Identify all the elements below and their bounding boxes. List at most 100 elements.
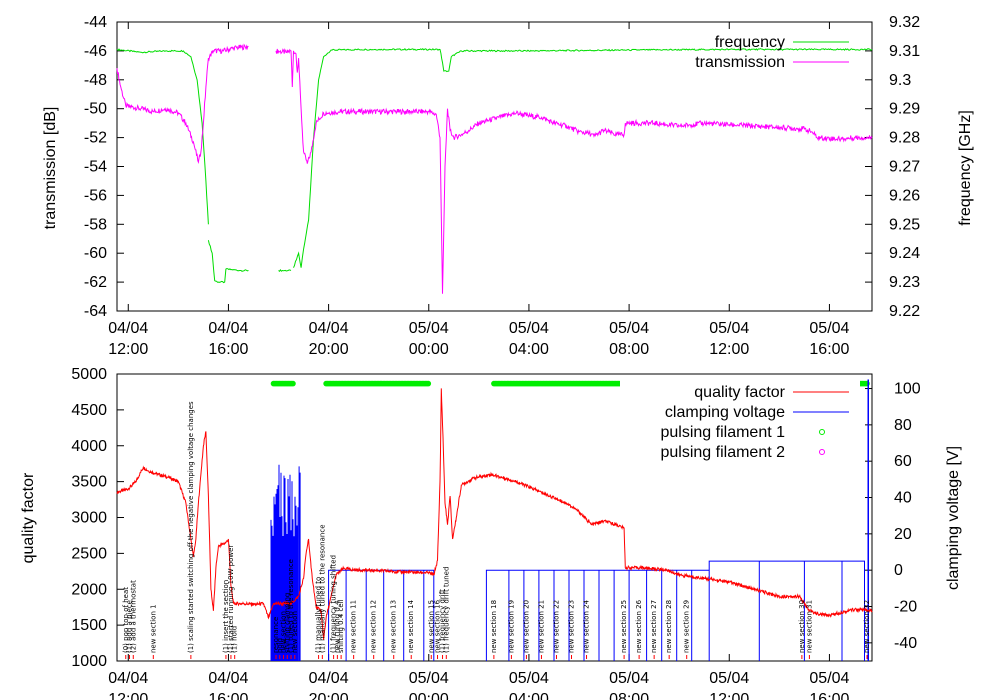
annotation-label: shifting clamping (283, 593, 291, 653)
legend-pulsing-filament-2-marker (819, 449, 825, 455)
top-y-tick-label: -46 (84, 43, 107, 60)
annotation-label: (1) insert the section (222, 580, 230, 653)
bottom-y-tick-label: 3000 (71, 510, 107, 527)
top-x-tick-date: 05/04 (809, 320, 849, 337)
top-x-tick-time: 16:00 (208, 341, 248, 358)
bottom-x-tick-time: 12:00 (709, 691, 749, 700)
bottom-y2-ticks: 100 80 60 40 20 0 -20 -40 (865, 381, 921, 652)
clamping-voltage-burst (270, 464, 301, 661)
top-y-tick-label: -62 (84, 274, 107, 291)
top-x-tick-date: 05/04 (709, 320, 749, 337)
top-series (116, 43, 873, 294)
bottom-x-tick-date: 04/04 (108, 670, 148, 687)
top-x-tick-date: 05/04 (409, 320, 449, 337)
annotation-label: (1) started running 10W power (227, 545, 235, 653)
top-x-tick-date: 05/04 (509, 320, 549, 337)
bottom-y-tick-label: 5000 (71, 366, 107, 383)
annotation-label: (1) frequency tuning shifted (330, 555, 338, 653)
top-x-tick-time: 12:00 (108, 341, 148, 358)
top-legend: frequency transmission (695, 34, 849, 71)
annotation-label: new section 29 (683, 600, 691, 653)
annotation-label: new section 26 (635, 599, 643, 653)
legend-frequency-label: frequency (715, 34, 785, 51)
annotation-label: new section 22 (553, 600, 561, 653)
pulsing-filament-1-point (290, 380, 296, 387)
bottom-y2-tick-label: -40 (894, 635, 917, 652)
bottom-y2-tick-label: 0 (894, 562, 903, 579)
top-y2-tick-label: 9.27 (889, 159, 920, 176)
top-y-tick-label: -52 (84, 130, 107, 147)
top-x-tick-date: 04/04 (309, 320, 349, 337)
annotation-label: (2) add a thermostat (129, 580, 137, 653)
bottom-y2-tick-label: -20 (894, 599, 917, 616)
top-y2-tick-label: 9.26 (889, 187, 920, 204)
top-y2-tick-label: 9.28 (889, 130, 920, 147)
top-y2-tick-label: 9.29 (889, 101, 920, 118)
frequency-line (293, 47, 873, 268)
annotation-label: new section 1 (149, 604, 157, 653)
annotation-label: new section 19 (507, 600, 515, 653)
top-x-tick-date: 05/04 (609, 320, 649, 337)
bottom-y-ticks: 5000 4500 4000 3500 3000 2500 2000 1500 1000 (71, 366, 124, 670)
annotation-label: new section 25 (620, 600, 628, 653)
annotation-label: new section 21 (538, 600, 546, 653)
frequency-line (207, 240, 249, 284)
bottom-y2-tick-label: 40 (894, 490, 912, 507)
bottom-x-tick-time: 16:00 (208, 691, 248, 700)
legend-background (620, 380, 860, 462)
transmission-line (116, 43, 249, 165)
annotation-label: shifting 0.4 cell (337, 599, 345, 653)
top-x-tick-time: 20:00 (309, 341, 349, 358)
frequency-line (278, 269, 292, 273)
top-y2-tick-label: 9.22 (889, 303, 920, 320)
bottom-legend: quality factor clamping voltage pulsing … (620, 380, 860, 462)
legend-pulsing-filament-2-label: pulsing filament 2 (660, 444, 785, 461)
bottom-annotations: (0) pop top of heat(1) add a piece(2) ad… (122, 401, 871, 659)
bottom-x-tick-date: 05/04 (409, 670, 449, 687)
annotation-label: new section 24 (583, 599, 591, 653)
annotation-label: (1) tuned to the resonance (287, 559, 295, 653)
bottom-x-tick-date: 05/04 (709, 670, 749, 687)
annotation-label: (0) pop top of heat (122, 587, 130, 653)
transmission-line (275, 48, 873, 294)
top-y2-tick-label: 9.32 (889, 14, 920, 31)
annotation-label: (1) frequency drift tuned (442, 567, 450, 653)
top-x-tick-time: 04:00 (509, 341, 549, 358)
legend-transmission-label: transmission (695, 54, 785, 71)
bottom-x-tick-date: 04/04 (309, 670, 349, 687)
bottom-y-tick-label: 1000 (71, 653, 107, 670)
annotation-label: new section 23 (568, 600, 576, 653)
top-chart: transmission [dB] frequency [GHz] -44 -46… (42, 14, 974, 358)
top-y2-axis-label: frequency [GHz] (957, 110, 974, 226)
bottom-x-tick-time: 08:00 (609, 691, 649, 700)
annotation-label: new section 28 (665, 600, 673, 653)
top-x-ticks: 04/04 12:00 04/04 16:00 04/04 20:00 05/04 00:00… (108, 22, 850, 358)
top-y2-tick-label: 9.24 (889, 245, 920, 262)
bottom-x-tick-time: 12:00 (108, 691, 148, 700)
top-x-tick-time: 16:00 (809, 341, 849, 358)
bottom-y2-tick-label: 100 (894, 381, 921, 398)
top-y2-tick-label: 9.31 (889, 43, 920, 60)
bottom-y2-tick-label: 80 (894, 417, 912, 434)
annotation-label: (1) scaling started switching off the ne… (187, 401, 195, 653)
bottom-x-tick-time: 16:00 (809, 691, 849, 700)
top-y-tick-label: -54 (84, 159, 107, 176)
annotation-label: new section 18 (490, 600, 498, 653)
frequency-line (116, 48, 209, 225)
annotation-label: new section 12 (370, 600, 378, 653)
bottom-y-tick-label: 1500 (71, 617, 107, 634)
annotation-label: new section 27 (650, 600, 658, 653)
bottom-x-tick-time: 04:00 (509, 691, 549, 700)
top-x-tick-time: 12:00 (709, 341, 749, 358)
bottom-y-tick-label: 3500 (71, 474, 107, 491)
top-y-tick-label: -60 (84, 245, 107, 262)
annotation-label: new section 30 (798, 600, 806, 653)
bottom-y-tick-label: 4500 (71, 402, 107, 419)
top-y2-tick-label: 9.25 (889, 216, 920, 233)
pulsing-filament-1-point (425, 380, 432, 387)
legend-quality-factor-label: quality factor (694, 384, 785, 401)
bottom-y-tick-label: 2000 (71, 581, 107, 598)
annotation-label: resonance (272, 617, 280, 653)
